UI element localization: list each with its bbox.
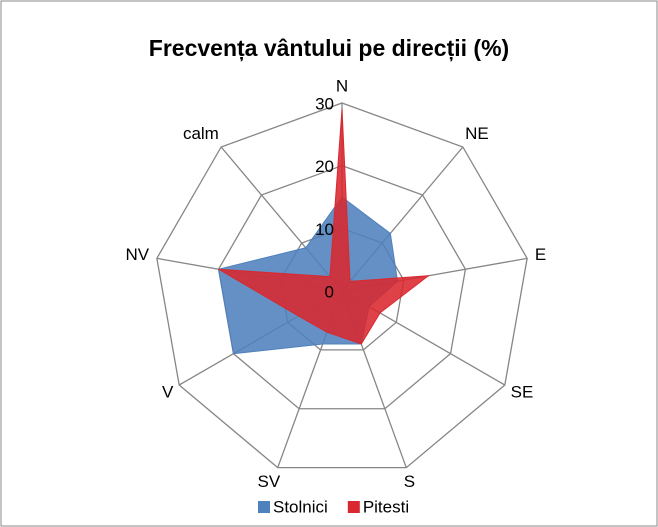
axis-label: NE <box>465 124 489 143</box>
y-tick-label: 0 <box>325 282 334 301</box>
axis-label: N <box>336 76 348 95</box>
axis-label: SV <box>258 472 281 491</box>
series-area <box>218 109 431 345</box>
grid-ring <box>217 164 467 410</box>
legend-label: Pitesti <box>363 497 409 516</box>
axis-label: V <box>162 382 174 401</box>
legend-swatch <box>258 501 270 513</box>
grid-ring <box>156 102 528 469</box>
axis-label: SE <box>511 382 534 401</box>
axis-label: E <box>535 245 546 264</box>
y-tick-label: 10 <box>315 220 334 239</box>
legend-label: Stolnici <box>273 497 328 516</box>
y-tick-label: 30 <box>315 94 334 113</box>
axis-label: S <box>404 472 415 491</box>
axis-label: calm <box>183 124 219 143</box>
chart-title: Frecvența vântului pe direcții (%) <box>149 35 509 62</box>
axis-label: NV <box>125 245 149 264</box>
legend-swatch <box>347 501 360 513</box>
y-tick-label: 20 <box>315 157 334 176</box>
